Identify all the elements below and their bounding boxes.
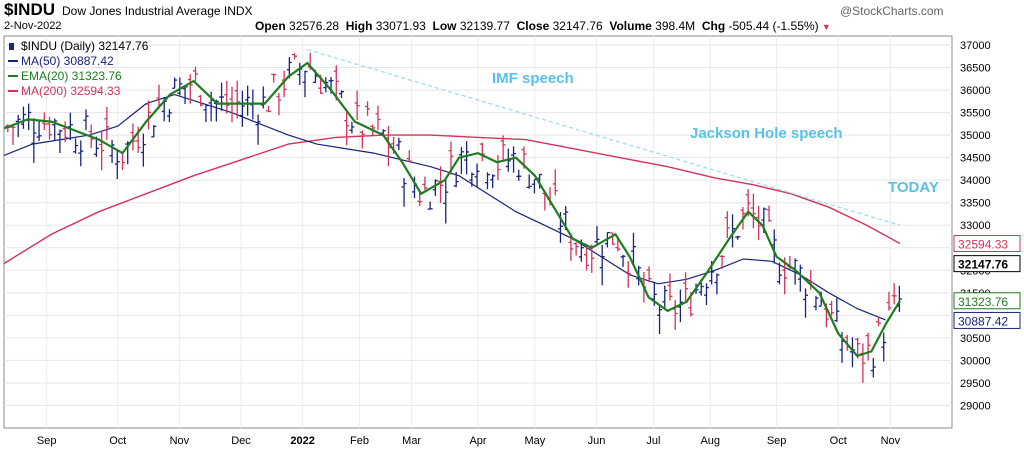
x-tick-label: Sep [767,435,787,447]
x-tick-label: Mar [402,435,421,447]
watermark: @StockCharts.com [840,4,944,18]
ema20-line [3,61,901,358]
price-tag [953,255,1021,273]
chg-label: Chg [701,19,726,33]
legend-label: EMA(20) 31323.76 [21,69,122,83]
ohlc-readout: Open 32576.28 High 33071.93 Low 32139.77… [255,19,831,33]
x-tick-label: 2022 [290,435,314,447]
y-tick-label: 30000 [960,355,991,367]
legend-label: MA(50) 30887.42 [21,54,114,68]
volume-value: 398.4M [655,19,696,33]
trend-line [307,48,901,226]
down-arrow-icon: ▼ [821,22,831,32]
x-tick-label: Jun [588,435,606,447]
ma50-line [3,93,886,321]
legend-bar-icon [9,43,14,50]
y-tick-label: 33500 [960,198,991,210]
ma200-line [3,134,901,265]
open-value: 32576.28 [289,19,340,33]
y-tick-label: 29000 [960,400,991,412]
x-tick-label: Sep [37,435,57,447]
high-value: 33071.93 [375,19,426,33]
annotation-label: TODAY [888,179,939,196]
close-value: 32147.76 [552,19,603,33]
low-label: Low [432,19,457,33]
price-tag [953,311,1021,329]
y-tick-label: 34000 [960,175,991,187]
y-tick-label: 33000 [960,220,991,232]
x-tick-label: Dec [231,435,251,447]
y-tick-label: 36000 [960,85,991,97]
price-tag [953,292,1021,310]
x-tick-label: May [524,435,545,447]
x-tick-label: Nov [881,435,901,447]
volume-label: Volume [609,19,652,33]
chg-value: -505.44 (-1.55%) [728,19,819,33]
legend-label: $INDU (Daily) 32147.76 [21,39,149,53]
x-tick-label: Apr [469,435,486,447]
x-tick-label: Nov [170,435,190,447]
open-label: Open [255,19,286,33]
close-label: Close [516,19,550,33]
y-tick-label: 37000 [960,40,991,52]
y-tick-label: 35000 [960,130,991,142]
y-tick-label: 29500 [960,378,991,390]
price-tag [953,235,1021,253]
y-tick-label: 34500 [960,153,991,165]
price-tag-label: 32594.33 [958,238,1008,252]
x-tick-label: Oct [109,435,126,447]
symbol-title: $INDU [4,0,56,19]
chart-date: 2-Nov-2022 [4,20,62,32]
x-tick-label: Aug [700,435,720,447]
x-tick-label: Oct [830,435,847,447]
annotation-label: IMF speech [492,70,574,87]
y-tick-label: 35500 [960,108,991,120]
low-value: 32139.77 [459,19,510,33]
annotation-label: Jackson Hole speech [690,125,843,142]
index-name: Dow Jones Industrial Average INDX [62,4,253,18]
y-tick-label: 36500 [960,63,991,75]
x-tick-label: Jul [646,435,660,447]
price-tag-label: 30887.42 [958,314,1008,328]
legend-label: MA(200) 32594.33 [21,84,121,98]
y-tick-label: 30500 [960,333,991,345]
high-label: High [345,19,373,33]
x-tick-label: Feb [350,435,369,447]
price-tag-label: 32147.76 [958,258,1008,272]
price-tag-label: 31323.76 [958,295,1008,309]
